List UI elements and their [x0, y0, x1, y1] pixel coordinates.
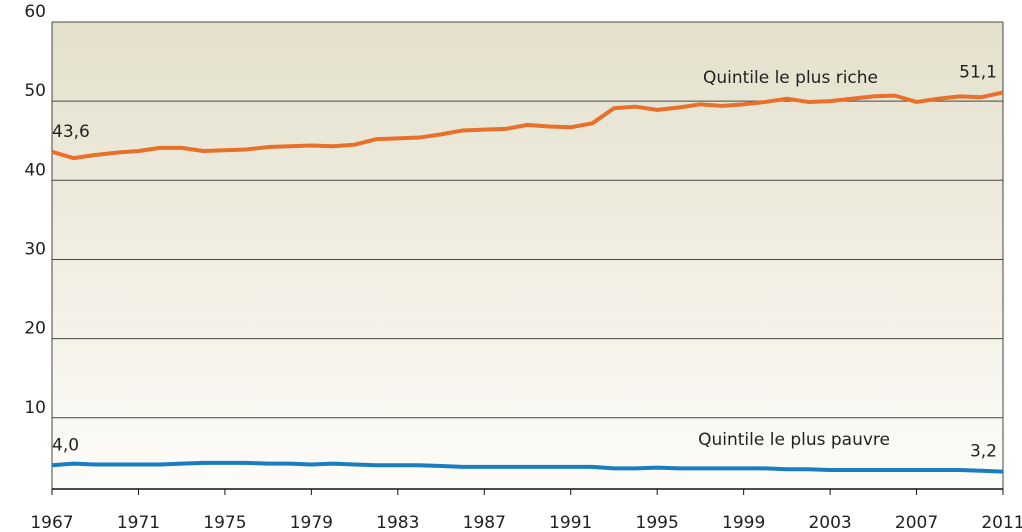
y-tick-label: 50 [24, 81, 46, 101]
x-tick-label: 1979 [290, 513, 333, 532]
y-tick-label: 10 [24, 398, 46, 418]
x-tick-label: 1967 [30, 513, 73, 532]
x-tick-label: 1991 [549, 513, 592, 532]
series-line [51, 460, 1004, 474]
series-label: Quintile le plus riche [703, 68, 878, 88]
x-tick-label: 1995 [636, 513, 679, 532]
y-tick-label: 60 [24, 2, 46, 22]
series-line [51, 90, 1004, 161]
x-tick-label: 2007 [895, 513, 938, 532]
y-tick-label: 30 [24, 239, 46, 259]
plot-background [52, 22, 1003, 489]
value-label: 43,6 [52, 122, 90, 142]
x-tick-label: 1983 [376, 513, 419, 532]
x-tick-label: 1987 [463, 513, 506, 532]
y-tick-label: 20 [24, 319, 46, 339]
x-tick-label: 1975 [203, 513, 246, 532]
x-tick-label: 2011 [981, 513, 1022, 532]
y-tick-label: 40 [24, 160, 46, 180]
x-tick-label: 2003 [808, 513, 851, 532]
series-label: Quintile le plus pauvre [698, 430, 890, 450]
value-label: 51,1 [959, 62, 997, 82]
value-label: 3,2 [970, 442, 997, 462]
value-label: 4,0 [52, 435, 79, 455]
x-tick-label: 1971 [117, 513, 160, 532]
x-tick-label: 1999 [722, 513, 765, 532]
